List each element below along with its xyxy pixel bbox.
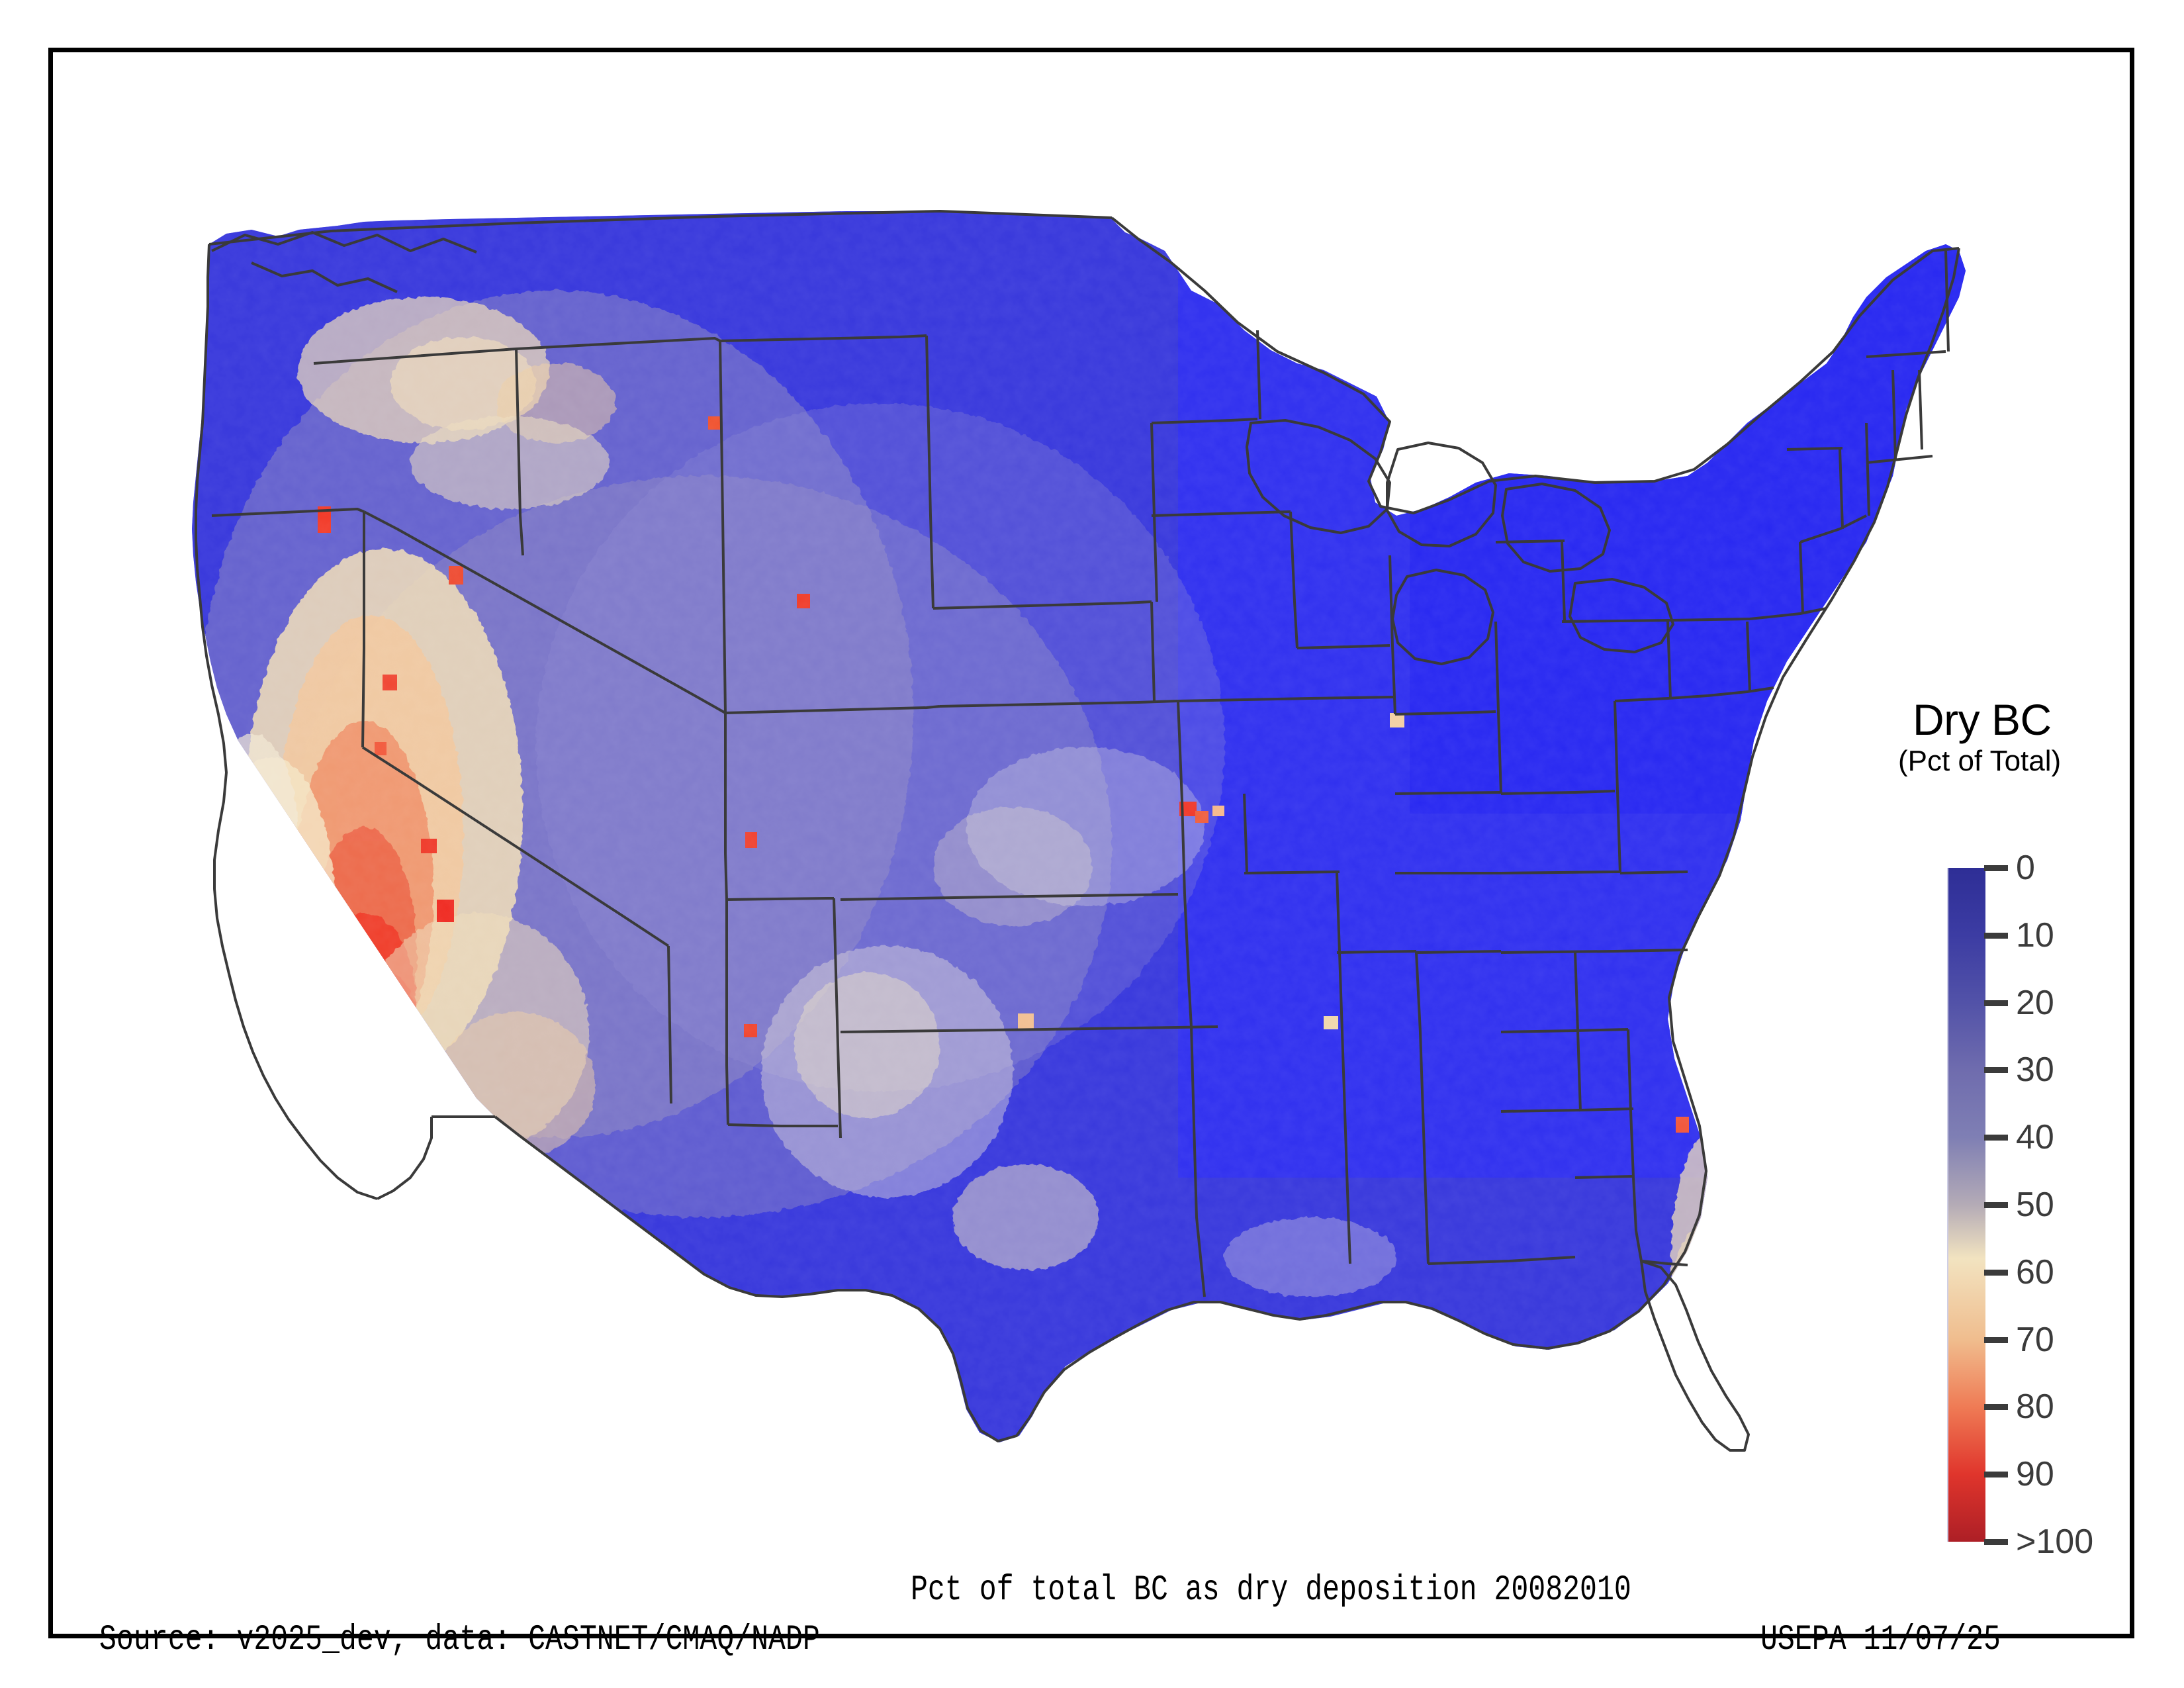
political-boundaries bbox=[195, 210, 1960, 1452]
colorbar-tick-label: 30 bbox=[2016, 1051, 2054, 1090]
colorbar-tick-label: 70 bbox=[2016, 1320, 2054, 1359]
colorbar-tick-label: 10 bbox=[2016, 915, 2054, 955]
source-credit: Source: v2025_dev, data: CASTNET/CMAQ/NA… bbox=[99, 1620, 820, 1660]
colorbar-tick-label: 60 bbox=[2016, 1252, 2054, 1291]
legend-title: Dry BC bbox=[1913, 695, 2052, 744]
colorbar-wrap: 0 10 20 30 40 50 60 70 80 90 >100 bbox=[1947, 851, 2093, 1559]
colorbar-tick-label: 50 bbox=[2016, 1186, 2054, 1224]
figure-frame: Dry BC (Pct of Total) 0 10 20 30 40 50 60 70 80 9… bbox=[48, 48, 2134, 1660]
colorbar-tick-mark bbox=[1984, 1202, 2008, 1208]
colorbar-tick-label: 80 bbox=[2016, 1387, 2054, 1427]
conus-deposition-map bbox=[53, 52, 2130, 1509]
colorbar-tick-label: 20 bbox=[2016, 983, 2054, 1022]
colorbar-tick-mark bbox=[1984, 1269, 2008, 1276]
map-subtitle: Pct of total BC as dry deposition 200820… bbox=[911, 1570, 1631, 1611]
colorbar-tick-mark bbox=[1984, 1404, 2008, 1411]
colorbar-tick-label: 0 bbox=[2016, 849, 2035, 887]
legend-subtitle: (Pct of Total) bbox=[1898, 745, 2062, 777]
colorbar-tick-mark bbox=[1984, 1472, 2008, 1478]
colorbar-tick-mark bbox=[1984, 1000, 2008, 1006]
map-canvas bbox=[53, 52, 2130, 1509]
colorbar-tick-mark bbox=[1984, 1539, 2008, 1545]
colorbar-tick-label: >100 bbox=[2016, 1523, 2094, 1561]
agency-date: USEPA 11/07/25 bbox=[1760, 1620, 2001, 1660]
colorbar-tick-mark bbox=[1984, 1336, 2008, 1343]
colorbar-tick-mark bbox=[1984, 1135, 2008, 1141]
colorbar-tick-mark bbox=[1984, 865, 2008, 871]
colorbar-gradient bbox=[1947, 868, 1985, 1542]
colorbar-tick-label: 40 bbox=[2016, 1118, 2054, 1157]
colorbar-tick-mark bbox=[1984, 932, 2008, 939]
colorbar-tick-mark bbox=[1984, 1067, 2008, 1074]
colorbar-tick-label: 90 bbox=[2016, 1455, 2054, 1494]
colorbar-legend: Dry BC (Pct of Total) 0 10 20 30 40 50 60 70 80 9… bbox=[1846, 694, 2158, 1568]
